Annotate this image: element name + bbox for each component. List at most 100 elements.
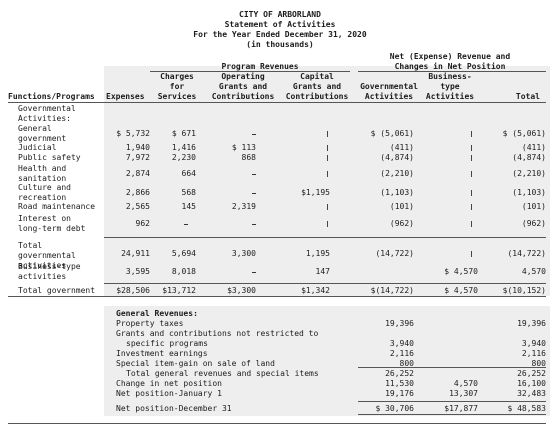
row-value: (4,874) [380,153,414,162]
entity-name: CITY OF ARBORLAND [239,10,321,19]
row-label: Interest on [18,214,71,223]
charges-header-2: for [169,82,185,91]
empty-cell-dash [252,174,256,175]
general-shading [104,306,550,416]
row-value: $(10,152) [502,286,546,295]
row-value: $ 113 [231,143,256,152]
row-value: 868 [241,153,256,162]
row-value: $ 671 [171,129,196,138]
general-label: Special item-gain on sale of land [116,359,275,368]
empty-cell-dash [471,171,472,177]
row-value: 3,300 [231,249,256,258]
total-header: Total [515,92,540,101]
capital-header-3: Contributions [285,92,349,101]
row-value: (411) [521,143,546,152]
row-label: Culture and [18,183,71,192]
general-label: specific programs [126,339,208,348]
row-value: 664 [181,169,196,178]
capital-header-2: Grants and [292,82,342,91]
general-value: 19,176 [385,389,414,398]
general-value: 2,116 [521,349,546,358]
row-label: sanitation [18,174,67,183]
general-value: 19,396 [517,319,546,328]
general-label: Investment earnings [116,349,208,358]
row-value: $(14,722) [370,286,414,295]
empty-cell-dash [471,204,472,210]
row-value: 1,940 [125,143,150,152]
row-value: (2,210) [380,169,414,178]
general-value: 800 [399,359,414,368]
row-value: $ 4,570 [444,267,478,276]
empty-cell-dash [252,134,256,135]
empty-cell-dash [327,145,328,151]
row-label: recreation [18,193,67,202]
row-value: 1,416 [171,143,196,152]
functions-header: Functions/Programs [8,92,95,101]
empty-cell-dash [471,190,472,196]
row-value: $13,712 [162,286,196,295]
row-value: 2,230 [171,153,196,162]
general-value: 3,940 [521,339,546,348]
row-value: 5,694 [171,249,196,258]
row-label: activities [18,261,67,270]
operating-header-1: Operating [221,72,265,81]
statement-title: Statement of Activities [224,20,336,29]
row-label: long-term debt [18,224,86,233]
general-label: Property taxes [116,319,184,328]
empty-cell-dash [471,155,472,161]
row-label: Judicial [18,143,57,152]
row-value: 2,565 [125,202,150,211]
general-total-rule [358,367,546,368]
empty-cell-dash [471,131,472,137]
row-label: Business-type [18,262,81,271]
data-shading [104,66,550,296]
general-value: $ 30,706 [375,404,414,413]
row-value: 147 [315,267,330,276]
row-value: 7,972 [125,153,150,162]
total-gov-rule-top [104,283,546,284]
general-value: $17,877 [444,404,478,413]
empty-cell-dash [252,272,256,273]
empty-cell-dash [471,145,472,151]
empty-cell-dash [327,204,328,210]
capital-header-1: Capital [300,72,334,81]
general-value: 3,940 [389,339,414,348]
general-value: 26,252 [517,369,546,378]
net-position-final-rule-bottom [358,414,546,415]
row-value: (2,210) [512,169,546,178]
empty-cell-dash [327,221,328,227]
business-header-1: Business- [428,72,472,81]
general-value: 16,100 [517,379,546,388]
row-value: (101) [389,202,414,211]
general-value: 13,307 [449,389,478,398]
units-line: (in thousands) [246,40,314,49]
empty-cell-dash [252,224,256,225]
general-label: Net position-December 31 [116,404,232,413]
row-value: 3,595 [125,267,150,276]
row-value: (14,722) [507,249,546,258]
empty-cell-dash [327,155,328,161]
period-line: For the Year Ended December 31, 2020 [193,30,367,39]
general-value: 800 [531,359,546,368]
net-expense-header: Net (Expense) Revenue and [389,52,511,61]
net-expense-header-2: Changes in Net Position [394,62,506,71]
row-value: (4,874) [512,153,546,162]
governmental-header-1: Governmental [360,82,418,91]
program-revenues-rule [150,71,350,72]
general-value: 4,570 [453,379,478,388]
general-value: 26,252 [385,369,414,378]
row-label: Health and [18,164,67,173]
subtotal-rule [104,237,546,238]
expenses-header: Expenses [106,92,145,101]
row-value: $ 4,570 [444,286,478,295]
row-label: Public safety [18,153,81,162]
empty-cell-dash [252,193,256,194]
gov-activities-label-2: Activities: [18,114,71,123]
row-label: Total [18,241,43,250]
general-value: 2,116 [389,349,414,358]
empty-cell-dash [327,171,328,177]
business-header-2: type [440,82,460,91]
program-revenues-header: Program Revenues [221,62,299,71]
page-bottom-rule [8,423,546,424]
